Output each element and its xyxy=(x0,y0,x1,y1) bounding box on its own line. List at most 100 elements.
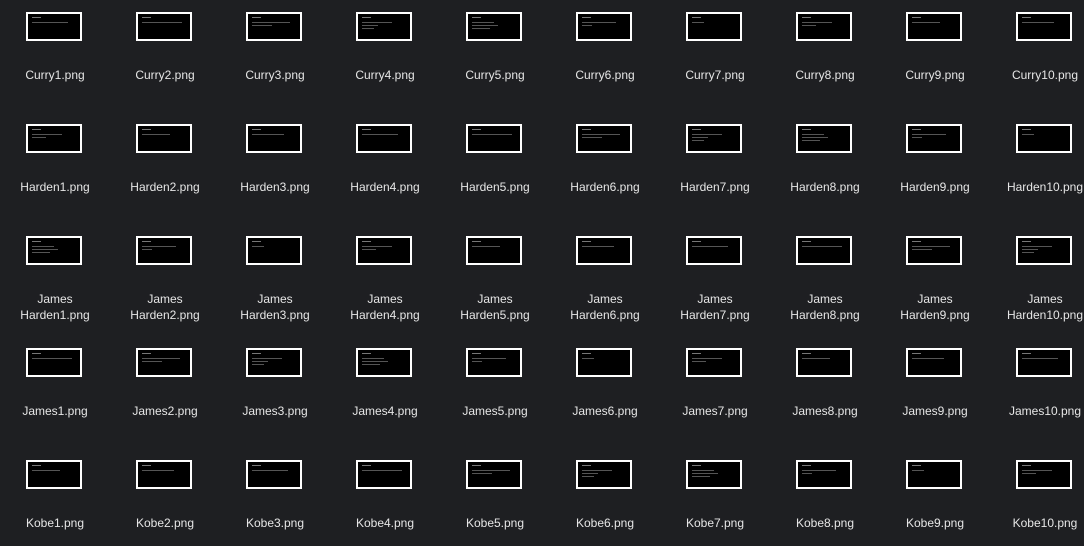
file-item[interactable]: Harden8.png xyxy=(775,124,875,224)
file-item[interactable]: James10.png xyxy=(995,348,1084,448)
file-item[interactable]: Kobe10.png xyxy=(995,460,1084,546)
file-item[interactable]: James5.png xyxy=(445,348,545,448)
file-thumbnail[interactable] xyxy=(466,236,522,265)
file-thumbnail[interactable] xyxy=(246,12,302,41)
file-thumbnail[interactable] xyxy=(246,460,302,489)
file-thumbnail[interactable] xyxy=(576,236,632,265)
file-item[interactable]: Kobe2.png xyxy=(115,460,215,546)
file-thumbnail[interactable] xyxy=(26,460,82,489)
file-thumbnail[interactable] xyxy=(356,236,412,265)
file-thumbnail[interactable] xyxy=(906,124,962,153)
file-item[interactable]: James Harden9.png xyxy=(885,236,985,336)
file-thumbnail[interactable] xyxy=(576,12,632,41)
file-thumbnail[interactable] xyxy=(796,236,852,265)
file-item[interactable]: Kobe6.png xyxy=(555,460,655,546)
file-item[interactable]: Kobe3.png xyxy=(225,460,325,546)
file-item[interactable]: Kobe8.png xyxy=(775,460,875,546)
file-item[interactable]: Harden1.png xyxy=(5,124,105,224)
file-thumbnail[interactable] xyxy=(246,236,302,265)
file-item[interactable]: James Harden10.png xyxy=(995,236,1084,336)
file-thumbnail[interactable] xyxy=(136,460,192,489)
file-item[interactable]: James2.png xyxy=(115,348,215,448)
file-thumbnail[interactable] xyxy=(796,124,852,153)
file-item[interactable]: James1.png xyxy=(5,348,105,448)
file-thumbnail[interactable] xyxy=(466,348,522,377)
file-thumbnail[interactable] xyxy=(246,124,302,153)
file-thumbnail[interactable] xyxy=(356,12,412,41)
file-thumbnail[interactable] xyxy=(26,348,82,377)
file-thumbnail[interactable] xyxy=(906,236,962,265)
file-item[interactable]: James Harden6.png xyxy=(555,236,655,336)
file-item[interactable]: Curry1.png xyxy=(5,12,105,112)
file-item[interactable]: Kobe5.png xyxy=(445,460,545,546)
file-item[interactable]: James Harden1.png xyxy=(5,236,105,336)
file-thumbnail[interactable] xyxy=(136,348,192,377)
file-thumbnail[interactable] xyxy=(1016,12,1072,41)
file-thumbnail[interactable] xyxy=(356,460,412,489)
file-item[interactable]: Curry5.png xyxy=(445,12,545,112)
file-thumbnail[interactable] xyxy=(136,236,192,265)
file-item[interactable]: James Harden8.png xyxy=(775,236,875,336)
file-item[interactable]: James Harden3.png xyxy=(225,236,325,336)
file-item[interactable]: James8.png xyxy=(775,348,875,448)
file-item[interactable]: Kobe4.png xyxy=(335,460,435,546)
file-item[interactable]: James4.png xyxy=(335,348,435,448)
file-item[interactable]: Harden6.png xyxy=(555,124,655,224)
file-item[interactable]: Harden5.png xyxy=(445,124,545,224)
file-item[interactable]: James3.png xyxy=(225,348,325,448)
file-item[interactable]: Harden4.png xyxy=(335,124,435,224)
file-item[interactable]: James7.png xyxy=(665,348,765,448)
file-thumbnail[interactable] xyxy=(686,460,742,489)
file-thumbnail[interactable] xyxy=(906,460,962,489)
file-thumbnail[interactable] xyxy=(796,348,852,377)
file-item[interactable]: Kobe1.png xyxy=(5,460,105,546)
file-thumbnail[interactable] xyxy=(466,12,522,41)
file-thumbnail[interactable] xyxy=(26,236,82,265)
file-item[interactable]: James Harden2.png xyxy=(115,236,215,336)
file-thumbnail[interactable] xyxy=(906,348,962,377)
file-thumbnail[interactable] xyxy=(796,460,852,489)
file-item[interactable]: James Harden7.png xyxy=(665,236,765,336)
file-item[interactable]: Curry3.png xyxy=(225,12,325,112)
file-item[interactable]: Harden10.png xyxy=(995,124,1084,224)
file-item[interactable]: Harden9.png xyxy=(885,124,985,224)
file-item[interactable]: Curry2.png xyxy=(115,12,215,112)
file-thumbnail[interactable] xyxy=(136,124,192,153)
file-item[interactable]: Harden7.png xyxy=(665,124,765,224)
file-thumbnail[interactable] xyxy=(686,12,742,41)
file-item[interactable]: Kobe9.png xyxy=(885,460,985,546)
file-thumbnail[interactable] xyxy=(686,348,742,377)
file-item[interactable]: Harden3.png xyxy=(225,124,325,224)
file-thumbnail[interactable] xyxy=(356,348,412,377)
file-item[interactable]: James6.png xyxy=(555,348,655,448)
file-thumbnail[interactable] xyxy=(686,124,742,153)
file-item[interactable]: Harden2.png xyxy=(115,124,215,224)
file-thumbnail[interactable] xyxy=(686,236,742,265)
file-item[interactable]: Curry6.png xyxy=(555,12,655,112)
file-thumbnail[interactable] xyxy=(466,124,522,153)
file-item[interactable]: James Harden4.png xyxy=(335,236,435,336)
file-thumbnail[interactable] xyxy=(1016,236,1072,265)
file-thumbnail[interactable] xyxy=(26,124,82,153)
file-item[interactable]: Curry8.png xyxy=(775,12,875,112)
file-item[interactable]: Curry7.png xyxy=(665,12,765,112)
file-thumbnail[interactable] xyxy=(576,348,632,377)
file-thumbnail[interactable] xyxy=(356,124,412,153)
file-thumbnail[interactable] xyxy=(1016,348,1072,377)
file-item[interactable]: Kobe7.png xyxy=(665,460,765,546)
file-thumbnail[interactable] xyxy=(796,12,852,41)
file-thumbnail[interactable] xyxy=(1016,460,1072,489)
file-item[interactable]: James9.png xyxy=(885,348,985,448)
file-item[interactable]: Curry4.png xyxy=(335,12,435,112)
file-item[interactable]: Curry9.png xyxy=(885,12,985,112)
file-item[interactable]: James Harden5.png xyxy=(445,236,545,336)
file-thumbnail[interactable] xyxy=(1016,124,1072,153)
file-thumbnail[interactable] xyxy=(136,12,192,41)
file-item[interactable]: Curry10.png xyxy=(995,12,1084,112)
file-thumbnail[interactable] xyxy=(246,348,302,377)
file-thumbnail[interactable] xyxy=(466,460,522,489)
file-thumbnail[interactable] xyxy=(906,12,962,41)
file-thumbnail[interactable] xyxy=(576,124,632,153)
file-thumbnail[interactable] xyxy=(26,12,82,41)
file-thumbnail[interactable] xyxy=(576,460,632,489)
